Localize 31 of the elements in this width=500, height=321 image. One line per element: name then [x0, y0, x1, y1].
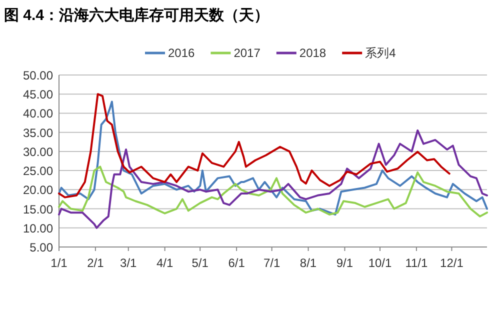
y-tick-label: 45.00 — [22, 88, 54, 102]
y-tick-label: 20.00 — [22, 183, 54, 198]
x-tick-label: 11/1 — [405, 256, 428, 270]
y-tick-label: 15.00 — [22, 202, 54, 216]
y-tick-label: 30.00 — [22, 144, 54, 159]
x-tick-label: 7/1 — [263, 256, 280, 270]
x-tick-label: 9/1 — [336, 256, 354, 270]
legend-label: 2016 — [168, 46, 196, 60]
line-series — [58, 166, 488, 218]
y-tick-label: 25.00 — [22, 164, 54, 178]
x-tick-label: 10/1 — [368, 256, 392, 270]
x-tick-label: 12/1 — [440, 256, 464, 270]
x-tick-label: 3/1 — [120, 256, 138, 270]
line-series — [58, 100, 488, 216]
y-tick-label: 35.00 — [22, 126, 54, 140]
y-tick-label: 10.00 — [22, 221, 54, 236]
legend-label: 系列4 — [365, 46, 396, 60]
chart-title: 图 4.4：沿海六大电库存可用天数（天） — [4, 6, 270, 24]
x-tick-label: 8/1 — [300, 256, 317, 270]
y-tick-label: 5.00 — [30, 240, 54, 254]
x-tick-label: 6/1 — [228, 256, 246, 270]
x-tick-label: 2/1 — [87, 256, 104, 270]
legend-label: 2017 — [234, 46, 261, 60]
legend-label: 2018 — [299, 46, 326, 60]
y-tick-label: 40.00 — [22, 106, 54, 121]
x-tick-label: 1/1 — [50, 256, 68, 270]
x-tick-label: 4/1 — [156, 256, 174, 270]
x-tick-label: 5/1 — [192, 256, 209, 270]
line-series — [58, 93, 450, 198]
line-series — [58, 129, 488, 229]
y-tick-label: 50.00 — [22, 68, 54, 82]
